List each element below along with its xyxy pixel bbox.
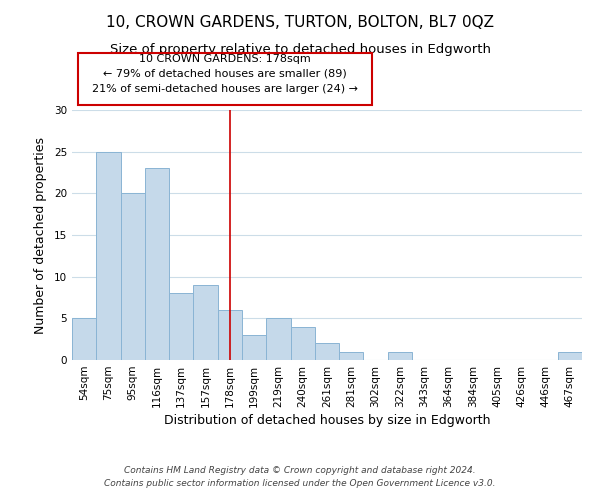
Bar: [72, 318, 96, 360]
Text: Contains HM Land Registry data © Crown copyright and database right 2024.
Contai: Contains HM Land Registry data © Crown c…: [104, 466, 496, 487]
Text: Size of property relative to detached houses in Edgworth: Size of property relative to detached ho…: [110, 42, 491, 56]
Bar: [290, 326, 315, 360]
Bar: [218, 310, 242, 360]
Bar: [193, 285, 218, 360]
Bar: [145, 168, 169, 360]
Y-axis label: Number of detached properties: Number of detached properties: [34, 136, 47, 334]
Bar: [315, 344, 339, 360]
X-axis label: Distribution of detached houses by size in Edgworth: Distribution of detached houses by size …: [164, 414, 490, 427]
Bar: [121, 194, 145, 360]
Text: 10, CROWN GARDENS, TURTON, BOLTON, BL7 0QZ: 10, CROWN GARDENS, TURTON, BOLTON, BL7 0…: [106, 15, 494, 30]
Text: 10 CROWN GARDENS: 178sqm
← 79% of detached houses are smaller (89)
21% of semi-d: 10 CROWN GARDENS: 178sqm ← 79% of detach…: [92, 54, 358, 94]
Bar: [169, 294, 193, 360]
Text: 10 CROWN GARDENS: 178sqm
← 79% of detached houses are smaller (89)
21% of semi-d: 10 CROWN GARDENS: 178sqm ← 79% of detach…: [92, 54, 358, 94]
Bar: [339, 352, 364, 360]
Bar: [242, 335, 266, 360]
Bar: [388, 352, 412, 360]
Bar: [96, 152, 121, 360]
Bar: [558, 352, 582, 360]
Bar: [266, 318, 290, 360]
